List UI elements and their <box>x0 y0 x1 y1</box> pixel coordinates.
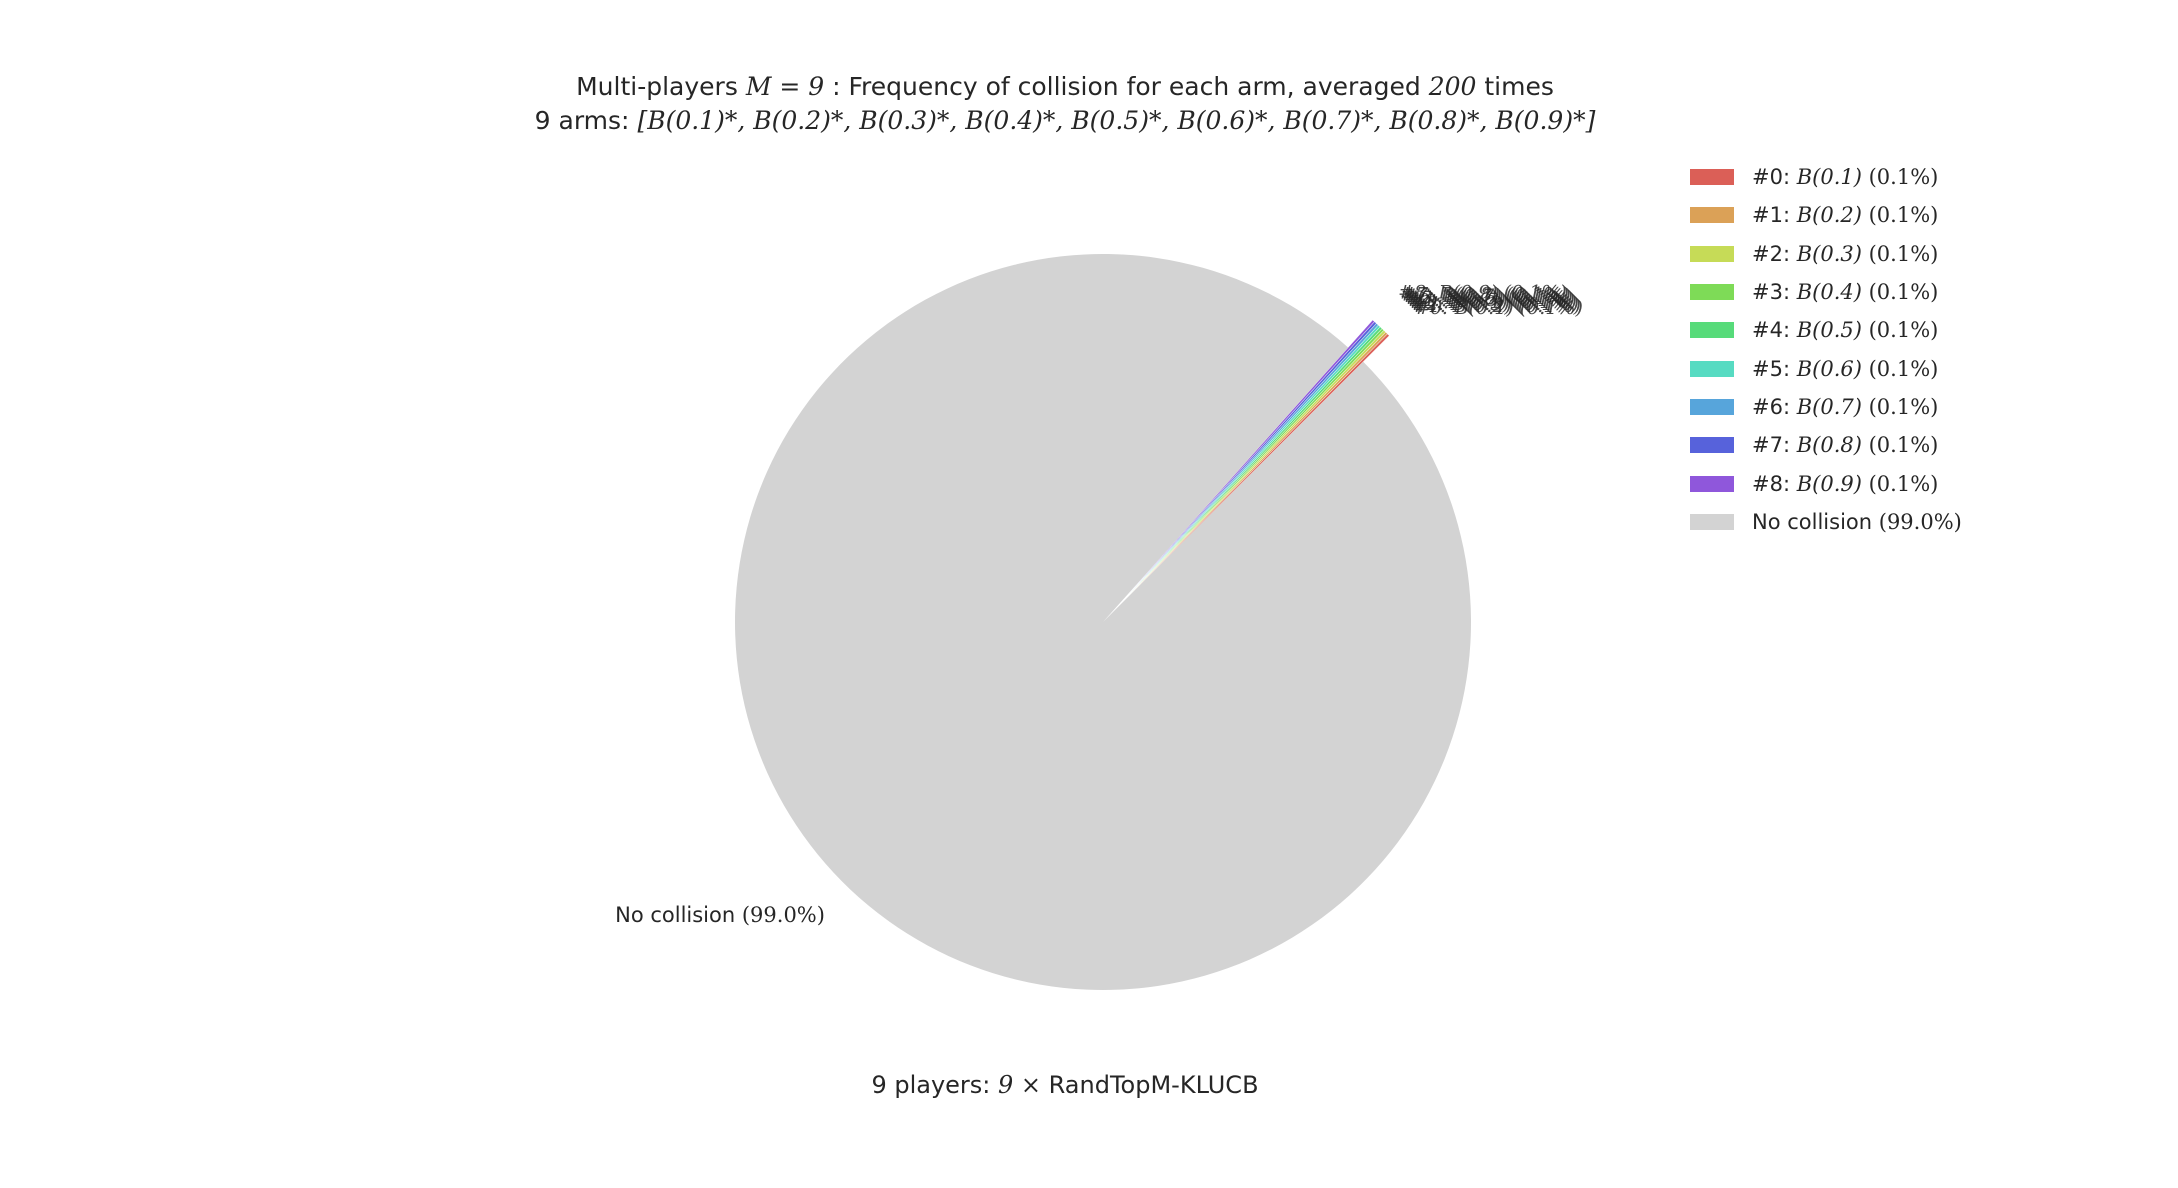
pie-slice-arm-5 <box>1128 325 1381 596</box>
pie-slice-arm-3 <box>1128 328 1384 596</box>
xlabel-suffix: RandTopM-KLUCB <box>1041 1071 1259 1099</box>
legend-swatch-arm-6 <box>1690 398 1734 415</box>
legend-label-arm-7: #7: B(0.8) (0.1%) <box>1752 433 1939 458</box>
legend-item-arm-1: #1: B(0.2) (0.1%) <box>1690 196 1962 234</box>
pie-slices <box>735 254 1472 991</box>
pie-label-arm-6: #6: B(0.7) (0.1%) <box>1402 285 1571 307</box>
legend-label-arm-3: #3: B(0.4) (0.1%) <box>1752 280 1939 305</box>
legend-label-arm-0: #0: B(0.1) (0.1%) <box>1752 165 1939 190</box>
pie-label-no-collision: No collision (99.0%) <box>615 903 825 928</box>
legend-swatch-arm-3 <box>1690 284 1734 301</box>
pie-label-arm-5: #5: B(0.6) (0.1%) <box>1404 287 1573 309</box>
pie-slice-arm-0 <box>1128 333 1390 597</box>
pie-slice-arm-7 <box>1127 321 1377 595</box>
legend-label-arm-2: #2: B(0.3) (0.1%) <box>1752 241 1939 266</box>
legend-label-arm-8: #8: B(0.9) (0.1%) <box>1752 471 1939 496</box>
chart-title: Multi-players M = 9 : Frequency of colli… <box>0 72 2130 101</box>
xlabel-math: 9 × <box>998 1071 1042 1099</box>
chart-title-math-count: 200 <box>1428 72 1477 101</box>
chart-subtitle: 9 arms: [B(0.1)*, B(0.2)*, B(0.3)*, B(0.… <box>0 106 2130 135</box>
chart-title-prefix: Multi-players <box>576 72 746 101</box>
legend-label-arm-6: #6: B(0.7) (0.1%) <box>1752 394 1939 419</box>
chart-legend: #0: B(0.1) (0.1%) #1: B(0.2) (0.1%) #2: B(… <box>1690 158 1962 541</box>
chart-xlabel: 9 players: 9 × RandTopM-KLUCB <box>0 1071 2130 1099</box>
legend-swatch-arm-7 <box>1690 437 1734 454</box>
legend-item-no-collision: No collision (99.0%) <box>1690 503 1962 541</box>
pie-slice-arm-2 <box>1128 330 1386 596</box>
legend-swatch-arm-2 <box>1690 245 1734 262</box>
legend-item-arm-3: #3: B(0.4) (0.1%) <box>1690 273 1962 311</box>
pie-slice-arm-8 <box>1127 319 1375 595</box>
legend-label-arm-1: #1: B(0.2) (0.1%) <box>1752 203 1939 228</box>
legend-item-arm-7: #7: B(0.8) (0.1%) <box>1690 426 1962 464</box>
legend-item-arm-6: #6: B(0.7) (0.1%) <box>1690 388 1962 426</box>
legend-swatch-arm-8 <box>1690 475 1734 492</box>
pie-label-arm-1: #1: B(0.2) (0.1%) <box>1412 295 1581 317</box>
legend-item-arm-5: #5: B(0.6) (0.1%) <box>1690 349 1962 387</box>
pie-slice-arm-4 <box>1128 326 1383 596</box>
pie-label-arm-8: #8: B(0.9) (0.1%) <box>1398 282 1567 304</box>
chart-title-math-m: M = 9 <box>745 72 825 101</box>
pie-label-arm-3: #3: B(0.4) (0.1%) <box>1408 291 1577 313</box>
legend-swatch-arm-5 <box>1690 360 1734 377</box>
xlabel-prefix: 9 players: <box>871 1071 999 1099</box>
legend-swatch-arm-4 <box>1690 322 1734 339</box>
legend-label-no-collision: No collision (99.0%) <box>1752 509 1962 534</box>
pie-slice-arm-6 <box>1127 323 1379 596</box>
legend-item-arm-0: #0: B(0.1) (0.1%) <box>1690 158 1962 196</box>
chart-subtitle-prefix: 9 arms: <box>534 106 638 135</box>
legend-label-arm-5: #5: B(0.6) (0.1%) <box>1752 356 1939 381</box>
legend-swatch-arm-1 <box>1690 207 1734 224</box>
pie-slice-no-collision <box>735 254 1472 991</box>
legend-label-arm-4: #4: B(0.5) (0.1%) <box>1752 318 1939 343</box>
legend-item-arm-2: #2: B(0.3) (0.1%) <box>1690 235 1962 273</box>
pie-slice-arm-1 <box>1128 332 1388 596</box>
pie-label-arm-0: #0: B(0.1) (0.1%) <box>1414 297 1583 319</box>
chart-subtitle-math: [B(0.1)*, B(0.2)*, B(0.3)*, B(0.4)*, B(0… <box>637 106 1596 135</box>
chart-title-mid: : Frequency of collision for each arm, a… <box>824 72 1429 101</box>
legend-swatch-no-collision <box>1690 513 1734 530</box>
pie-label-arm-4: #4: B(0.5) (0.1%) <box>1406 289 1575 311</box>
legend-item-arm-8: #8: B(0.9) (0.1%) <box>1690 464 1962 502</box>
pie-label-arm-2: #2: B(0.3) (0.1%) <box>1410 293 1579 315</box>
pie-label-arm-7: #7: B(0.8) (0.1%) <box>1400 283 1569 305</box>
chart-title-suffix: times <box>1476 72 1554 101</box>
legend-item-arm-4: #4: B(0.5) (0.1%) <box>1690 311 1962 349</box>
pie-labels: #0: B(0.1) (0.1%)#1: B(0.2) (0.1%)#2: B(… <box>615 282 1583 928</box>
legend-swatch-arm-0 <box>1690 169 1734 186</box>
